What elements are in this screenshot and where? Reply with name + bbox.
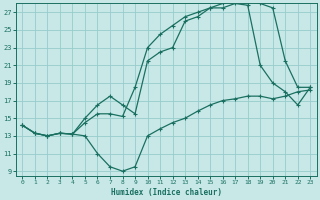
X-axis label: Humidex (Indice chaleur): Humidex (Indice chaleur) bbox=[111, 188, 222, 197]
